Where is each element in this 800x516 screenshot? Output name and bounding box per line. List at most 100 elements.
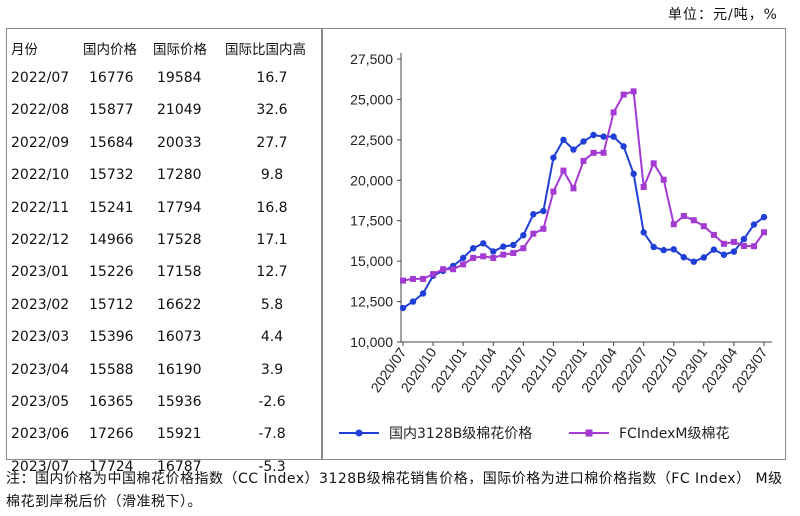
y-tick-label: 27,500: [350, 51, 393, 67]
cell-international: 17528: [157, 232, 202, 248]
data-point: [560, 136, 567, 144]
data-point: [399, 304, 407, 312]
cell-domestic: 16365: [89, 394, 134, 410]
header-international: 国际价格: [153, 42, 207, 58]
cell-month: 2023/02: [11, 296, 70, 313]
data-point: [720, 251, 728, 258]
data-point: [740, 235, 748, 243]
data-point: [740, 243, 747, 250]
cell-diff: -5.3: [258, 458, 286, 475]
data-point: [510, 250, 517, 257]
data-point: [409, 298, 417, 305]
data-point: [640, 229, 647, 236]
data-point: [500, 251, 507, 258]
cell-domestic: 15877: [89, 102, 134, 119]
cell-domestic: 15226: [89, 264, 134, 281]
data-point: [590, 131, 597, 139]
data-point: [480, 240, 487, 247]
data-point: [670, 221, 677, 228]
data-point: [470, 254, 477, 261]
cell-month: 2022/11: [11, 199, 70, 216]
data-point: [520, 232, 527, 239]
data-point: [530, 230, 537, 237]
cell-month: 2023/06: [11, 426, 70, 443]
cell-diff: -7.8: [258, 426, 286, 443]
table-row: 2022/12 14966 17528 17.1: [7, 225, 321, 257]
data-point: [660, 176, 667, 183]
table-row: 2022/09 15684 20033 27.7: [7, 128, 321, 160]
data-point: [430, 271, 437, 278]
y-tick-label: 10,000: [350, 334, 393, 350]
data-point: [490, 248, 497, 255]
data-point: [630, 88, 637, 95]
cell-diff: 16.8: [256, 199, 288, 216]
data-point: [710, 246, 718, 253]
cell-month: 2023/04: [11, 361, 70, 378]
cell-month: 2023/05: [11, 394, 70, 410]
data-point: [469, 245, 477, 252]
legend-label-1: 国内3128B级棉花价格: [389, 425, 532, 442]
data-point: [650, 243, 657, 251]
cell-domestic: 15241: [89, 199, 134, 216]
legend-marker: [585, 429, 593, 437]
cell-international: 17158: [157, 264, 202, 281]
cell-diff: 9.8: [260, 167, 284, 184]
data-point: [450, 266, 457, 273]
table-row: 2023/03 15396 16073 4.4: [7, 322, 321, 354]
cell-month: 2022/10: [11, 167, 70, 184]
y-tick-label: 20,000: [350, 172, 393, 188]
cell-international: 16787: [157, 458, 202, 475]
data-point: [710, 231, 717, 238]
data-point: [680, 212, 687, 219]
cell-international: 16073: [157, 329, 202, 346]
cell-diff: 3.9: [260, 361, 284, 378]
data-point: [410, 275, 417, 282]
data-point: [540, 225, 547, 232]
data-point: [700, 223, 707, 230]
cell-month: 2022/09: [11, 134, 70, 151]
data-point: [660, 246, 667, 254]
data-point: [610, 133, 617, 140]
cell-month: 2022/08: [11, 102, 70, 119]
cell-domestic: 17724: [89, 458, 134, 475]
table-row: 2023/05 16365 15936 -2.6: [7, 387, 321, 419]
y-tick-label: 22,500: [350, 132, 393, 148]
cell-month: 2022/12: [11, 232, 70, 248]
table-row: 2022/10 15732 17280 9.8: [7, 160, 321, 192]
y-tick-label: 15,000: [350, 253, 393, 269]
data-point: [420, 275, 427, 282]
data-point: [620, 91, 627, 98]
legend-label-2: FCIndexM级棉花: [619, 425, 729, 442]
data-point: [730, 248, 738, 255]
table-header-row: 月份 国内价格 国际价格 国际比国内高: [7, 31, 321, 63]
cell-international: 17794: [157, 199, 202, 216]
cell-diff: 32.6: [256, 102, 288, 119]
table-row: 2022/11 15241 17794 16.8: [7, 193, 321, 225]
cell-domestic: 15396: [89, 329, 134, 346]
cell-domestic: 15712: [89, 296, 134, 313]
cell-diff: 5.8: [260, 296, 284, 313]
data-point: [400, 277, 406, 284]
data-point: [520, 245, 527, 252]
y-tick-label: 25,000: [350, 91, 393, 107]
legend-marker: [355, 429, 363, 437]
table-row: 2022/07 16776 19584 16.7: [7, 63, 321, 95]
cell-month: 2023/03: [11, 329, 70, 346]
data-point: [680, 254, 687, 261]
cell-international: 16190: [157, 361, 202, 378]
cell-diff: -2.6: [258, 394, 286, 410]
cell-month: 2023/07: [11, 458, 70, 475]
data-point: [500, 243, 507, 250]
cell-diff: 4.4: [260, 329, 284, 346]
data-point: [459, 254, 467, 262]
data-point: [690, 217, 697, 224]
cell-diff: 27.7: [256, 134, 288, 151]
data-point: [510, 241, 517, 249]
data-point: [750, 221, 758, 228]
cell-international: 20033: [157, 134, 202, 151]
table-row: 2023/01 15226 17158 12.7: [7, 257, 321, 289]
data-point: [530, 211, 537, 218]
data-point: [761, 229, 767, 236]
price-table: 月份 国内价格 国际价格 国际比国内高 2022/07 16776 19584 16.…: [6, 28, 322, 475]
data-point: [570, 146, 577, 153]
